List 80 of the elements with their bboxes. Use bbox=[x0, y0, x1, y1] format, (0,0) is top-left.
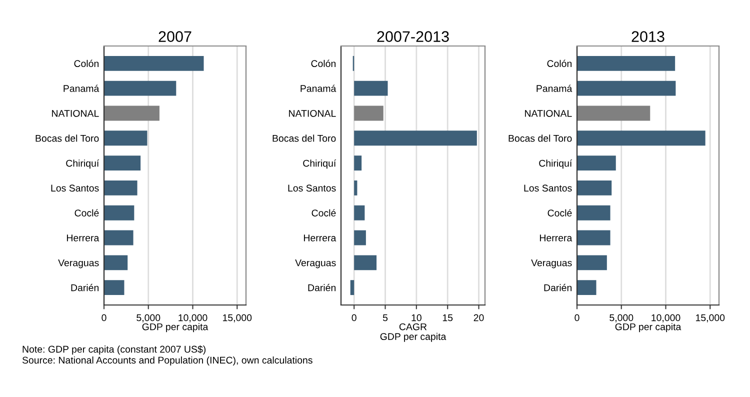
y-tick-label: Chiriquí bbox=[539, 159, 572, 169]
x-tick-label: 15,000 bbox=[223, 314, 252, 322]
bar bbox=[577, 56, 676, 71]
x-tick-label: 20 bbox=[474, 314, 484, 322]
bar bbox=[577, 255, 607, 270]
x-tick-label: 5 bbox=[382, 314, 388, 322]
y-tick-label: NATIONAL bbox=[52, 110, 99, 117]
chart-title: 2007-2013 bbox=[377, 31, 449, 42]
y-tick-label: Veraguas bbox=[295, 260, 336, 268]
y-tick-label: NATIONAL bbox=[289, 110, 336, 117]
x-axis-title: CAGR GDP per capita bbox=[380, 323, 446, 342]
bar bbox=[577, 205, 610, 220]
bar bbox=[577, 156, 616, 171]
bar bbox=[104, 130, 148, 146]
bar bbox=[104, 280, 124, 296]
y-tick-label: Veraguas bbox=[531, 260, 572, 268]
bar bbox=[354, 106, 384, 121]
chart-title: 2013 bbox=[632, 31, 664, 42]
bar bbox=[577, 280, 596, 296]
x-tick-label: 10,000 bbox=[652, 314, 680, 322]
x-tick-label: 0 bbox=[102, 314, 106, 322]
text: Note: GDP per capita (constant 2007 US$) bbox=[22, 345, 206, 355]
y-tick-label: Los Santos bbox=[51, 184, 99, 192]
bar bbox=[104, 156, 141, 171]
y-tick-label: Bocas del Toro bbox=[508, 134, 572, 142]
bar bbox=[104, 205, 134, 220]
bar bbox=[104, 255, 128, 270]
y-tick-label: Herrera bbox=[304, 234, 336, 242]
x-tick-label: 10,000 bbox=[178, 314, 208, 322]
bar bbox=[354, 156, 362, 171]
y-tick-label: Herrera bbox=[540, 234, 572, 242]
y-tick-label: Coclé bbox=[312, 209, 336, 216]
x-tick-label: 15 bbox=[442, 314, 453, 322]
x-tick-label: 0 bbox=[574, 314, 580, 322]
x-axis-title: GDP per capita bbox=[615, 323, 682, 332]
y-tick-label: Darién bbox=[308, 284, 336, 292]
y-tick-label: Colón bbox=[311, 60, 336, 68]
bar bbox=[104, 180, 138, 196]
bar bbox=[104, 80, 176, 96]
x-tick-label: 5,000 bbox=[136, 314, 160, 322]
y-tick-label: Coclé bbox=[548, 209, 572, 216]
y-tick-label: Panamá bbox=[536, 84, 572, 92]
y-tick-label: Bocas del Toro bbox=[36, 134, 99, 142]
bar bbox=[577, 230, 610, 246]
x-tick-label: 15,000 bbox=[696, 314, 725, 322]
x-axis-title: GDP per capita bbox=[142, 323, 208, 332]
bar bbox=[577, 180, 612, 196]
y-tick-label: Chiriquí bbox=[303, 159, 336, 169]
x-tick-label: 5,000 bbox=[610, 314, 634, 322]
y-tick-label: Panamá bbox=[64, 84, 100, 92]
bar bbox=[354, 230, 366, 246]
x-tick-label: 0 bbox=[352, 314, 356, 322]
y-tick-label: Darién bbox=[71, 284, 99, 292]
bar bbox=[354, 80, 388, 96]
bar bbox=[354, 180, 358, 196]
bar bbox=[350, 280, 354, 296]
y-tick-label: Herrera bbox=[66, 234, 100, 242]
bar bbox=[577, 130, 706, 146]
y-tick-label: Coclé bbox=[74, 209, 99, 216]
source-note: Source: National Accounts and Population (INEC), own calculations bbox=[22, 356, 312, 366]
y-tick-label: Veraguas bbox=[58, 260, 99, 268]
bar bbox=[354, 205, 365, 220]
bar bbox=[354, 130, 477, 146]
bar bbox=[354, 255, 377, 270]
y-tick-label: Panamá bbox=[300, 84, 336, 92]
y-tick-label: NATIONAL bbox=[525, 110, 572, 117]
x-tick-label: 10 bbox=[412, 314, 422, 322]
bar bbox=[104, 230, 134, 246]
y-tick-label: Los Santos bbox=[288, 184, 336, 192]
y-tick-label: Colón bbox=[74, 60, 99, 68]
y-tick-label: Los Santos bbox=[524, 184, 572, 192]
y-tick-label: Darién bbox=[544, 284, 572, 292]
bar bbox=[104, 56, 204, 71]
y-tick-label: Chiriquí bbox=[66, 159, 100, 169]
y-tick-label: Colón bbox=[547, 60, 572, 68]
bar bbox=[104, 106, 160, 121]
y-tick-label: Bocas del Toro bbox=[272, 134, 336, 142]
bar bbox=[577, 80, 676, 96]
bar bbox=[577, 106, 650, 121]
chart-title: 2007 bbox=[158, 31, 192, 42]
